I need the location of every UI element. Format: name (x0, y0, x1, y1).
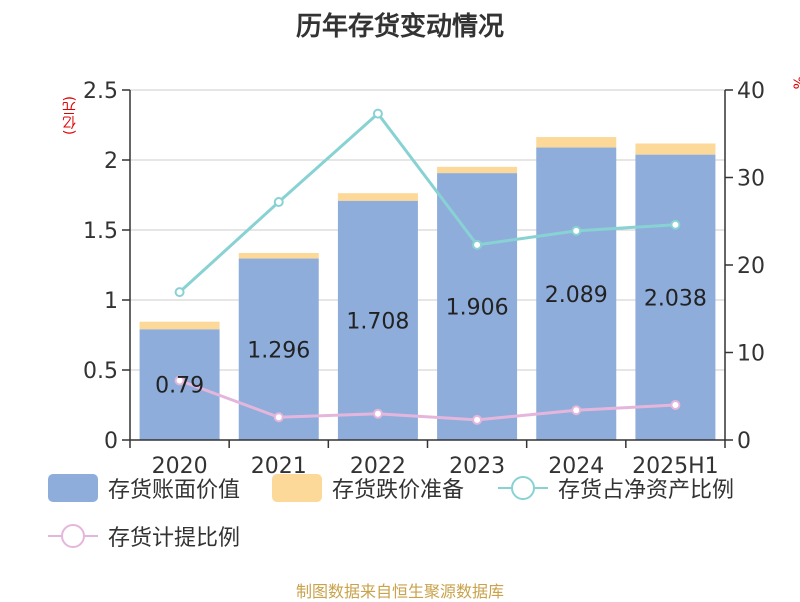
right-tick-label: 40 (737, 79, 765, 104)
source-note: 制图数据来自恒生聚源数据库 (295, 582, 504, 601)
line-point (273, 412, 284, 423)
left-tick-label: 1.5 (83, 219, 118, 244)
line-point (372, 408, 383, 419)
bar-impairment (238, 252, 319, 259)
legend-item-provision-ratio[interactable]: 存货计提比例 (48, 518, 240, 554)
legend-label: 存货计提比例 (108, 526, 241, 551)
legend-label: 存货账面价值 (108, 478, 241, 503)
line-point (273, 197, 284, 207)
x-tick-label: 2024 (548, 454, 604, 479)
line-point (670, 400, 681, 410)
bar-data-label: 2.089 (545, 283, 608, 308)
right-axis-unit: % (792, 76, 800, 90)
bar-book-value (437, 173, 518, 440)
legend-item-net-asset-ratio[interactable]: 存货占净资产比例 (498, 470, 734, 506)
x-tick-label: 2025H1 (632, 454, 719, 479)
right-tick-label: 0 (737, 429, 751, 454)
legend-label: 存货占净资产比例 (558, 478, 735, 503)
bar-data-label: 1.296 (247, 338, 310, 363)
right-tick-label: 10 (737, 342, 765, 367)
left-axis-unit: (亿元) (62, 96, 78, 135)
x-tick-label: 2022 (350, 454, 406, 479)
bar-impairment (437, 166, 518, 174)
line-point (472, 414, 483, 425)
line-point (372, 108, 383, 119)
series-line (178, 111, 676, 294)
line-point (571, 225, 582, 236)
line-point (174, 287, 185, 298)
x-tick-label: 2020 (152, 454, 208, 479)
chart-title: 历年存货变动情况 (295, 12, 504, 42)
legend-item-impairment[interactable]: 存货跌价准备 (272, 470, 464, 506)
legend-swatch (272, 474, 322, 502)
right-tick-label: 20 (737, 254, 765, 279)
left-tick-label: 1 (104, 289, 118, 314)
left-tick-label: 0 (104, 429, 118, 454)
bar-book-value (536, 147, 617, 441)
line-point (571, 405, 582, 416)
left-tick-label: 0.5 (83, 359, 118, 384)
bar-book-value (635, 154, 716, 440)
bar-data-label: 1.708 (346, 309, 409, 334)
line-point (174, 375, 185, 386)
legend-label: 存货跌价准备 (332, 478, 465, 503)
bar-book-value (337, 200, 418, 440)
bar-impairment (635, 143, 716, 155)
left-tick-label: 2 (104, 149, 118, 174)
legend-line-swatch (498, 476, 548, 500)
legend-line-swatch (48, 524, 98, 548)
bar-book-value (238, 258, 319, 440)
bar-data-label: 0.79 (155, 374, 204, 399)
bar-impairment (536, 137, 617, 148)
line-point (472, 239, 483, 250)
bar-data-label: 2.038 (644, 286, 707, 311)
bar-impairment (139, 321, 220, 330)
legend-swatch (48, 474, 98, 502)
legend-item-book-value[interactable]: 存货账面价值 (48, 470, 240, 506)
bar-data-label: 1.906 (446, 296, 509, 321)
line-point (670, 219, 681, 230)
series-line (179, 379, 676, 422)
left-tick-label: 2.5 (83, 79, 118, 104)
bar-impairment (337, 193, 418, 201)
right-tick-label: 30 (737, 167, 765, 192)
x-tick-label: 2023 (449, 454, 505, 479)
